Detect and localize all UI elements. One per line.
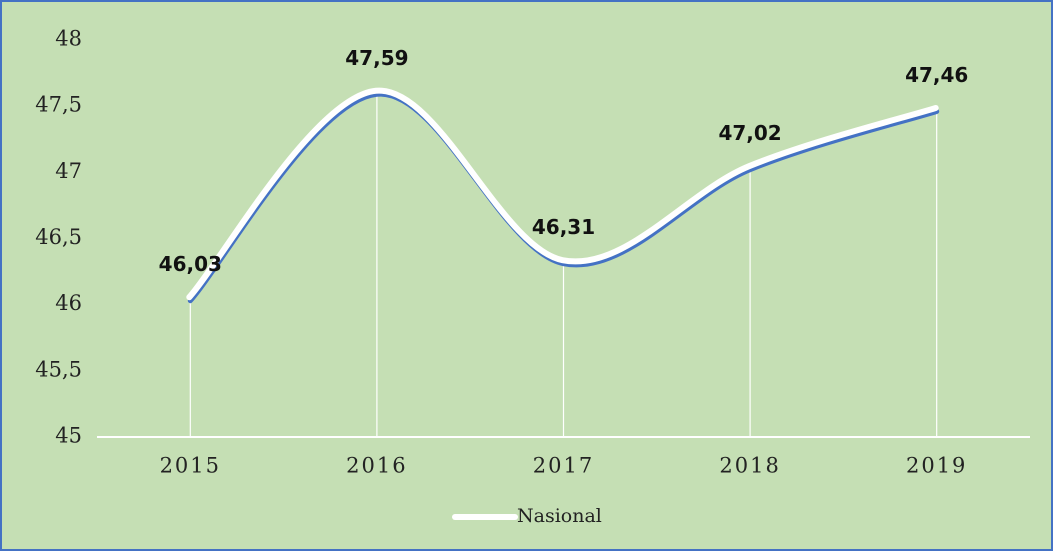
data-label: 47,46 (905, 63, 968, 87)
x-tick-label: 2015 (160, 454, 221, 478)
legend-label: Nasional (517, 505, 602, 527)
data-label: 47,02 (718, 121, 781, 145)
y-tick-label: 46,5 (35, 225, 82, 249)
y-tick-label: 47,5 (35, 93, 82, 117)
y-tick-label: 48 (55, 27, 82, 51)
y-tick-label: 45 (55, 424, 82, 448)
data-label: 47,59 (345, 46, 408, 70)
x-tick-label: 2016 (346, 454, 407, 478)
x-tick-label: 2018 (719, 454, 780, 478)
y-tick-label: 47 (55, 159, 82, 183)
series-line-highlight (186, 87, 939, 301)
x-tick-label: 2017 (533, 454, 594, 478)
y-tick-label: 46 (55, 291, 82, 315)
y-tick-label: 45,5 (35, 357, 82, 381)
data-label: 46,31 (532, 215, 595, 239)
x-tick-label: 2019 (906, 454, 967, 478)
data-label: 46,03 (159, 252, 222, 276)
